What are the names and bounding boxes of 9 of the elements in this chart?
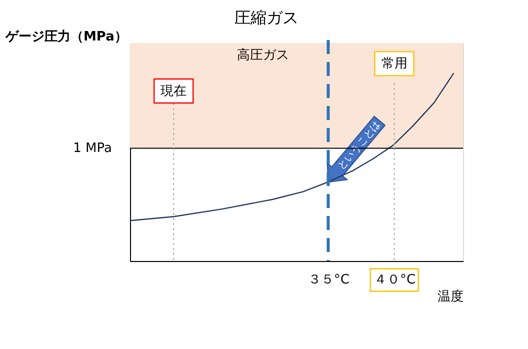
ref-line-label: 1 MPa	[73, 141, 112, 156]
band-label: 高圧ガス	[237, 47, 290, 63]
ref-line-label: 現在	[160, 84, 187, 99]
x-tick-label: ４０°C	[374, 272, 416, 288]
x-axis-title: 温度	[438, 288, 464, 304]
annotation: 常用	[381, 56, 408, 72]
chart-title: 圧縮ガス	[234, 8, 298, 27]
y-axis-title: ゲージ圧力（MPa）	[4, 30, 128, 44]
x-tick-label: ３５°C	[308, 272, 350, 288]
